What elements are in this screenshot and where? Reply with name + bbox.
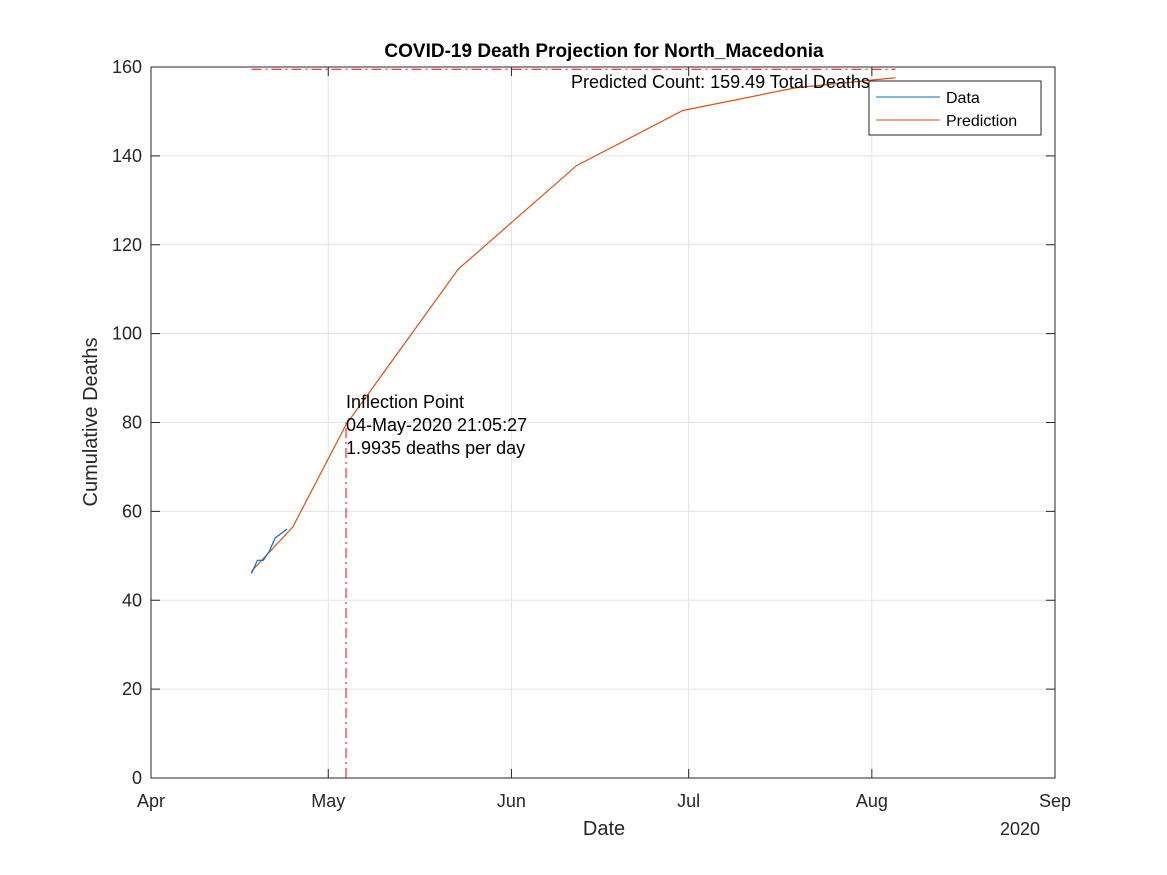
series-lines (250, 77, 896, 574)
y-axis-title: Cumulative Deaths (80, 338, 102, 507)
y-tick-label: 140 (112, 146, 142, 166)
tick-marks (150, 66, 1056, 779)
reference-lines (251, 68, 896, 778)
inflection-annotation-line: 1.9935 deaths per day (346, 438, 525, 458)
legend-data-label: Data (946, 90, 980, 107)
series-line-data (250, 528, 288, 574)
y-tick-label: 100 (112, 324, 142, 344)
x-axis-year-label: 2020 (1000, 819, 1040, 839)
x-tick-label: Sep (1039, 791, 1071, 811)
x-tick-label: May (311, 791, 345, 811)
y-tick-label: 60 (122, 501, 142, 521)
chart-title: COVID-19 Death Projection for North_Mace… (384, 41, 824, 62)
legend-box (868, 80, 1042, 136)
series-line-prediction (250, 77, 896, 572)
inflection-annotation-line: Inflection Point (346, 392, 464, 412)
y-tick-label: 80 (122, 413, 142, 433)
x-tick-label: Aug (856, 791, 888, 811)
legend-prediction-label: Prediction (946, 113, 1017, 130)
x-tick-label: Jul (677, 791, 700, 811)
predicted-count-annotation: Predicted Count: 159.49 Total Deaths (571, 72, 870, 92)
tick-labels: Apr May Jun Jul Aug Sep 0 20 40 60 80 100 120 140 160 (112, 57, 1071, 811)
y-tick-label: 40 (122, 590, 142, 610)
y-tick-label: 120 (112, 235, 142, 255)
x-axis-title: Date (583, 818, 625, 840)
x-tick-label: Apr (137, 791, 165, 811)
inflection-annotation-line: 04-May-2020 21:05:27 (346, 415, 527, 435)
legend: Data Prediction (868, 80, 1042, 136)
x-tick-label: Jun (497, 791, 526, 811)
y-tick-label: 20 (122, 679, 142, 699)
y-tick-label: 0 (132, 768, 142, 788)
annotations: Predicted Count: 159.49 Total Deaths Infl… (346, 72, 870, 458)
y-tick-label: 160 (112, 57, 142, 77)
